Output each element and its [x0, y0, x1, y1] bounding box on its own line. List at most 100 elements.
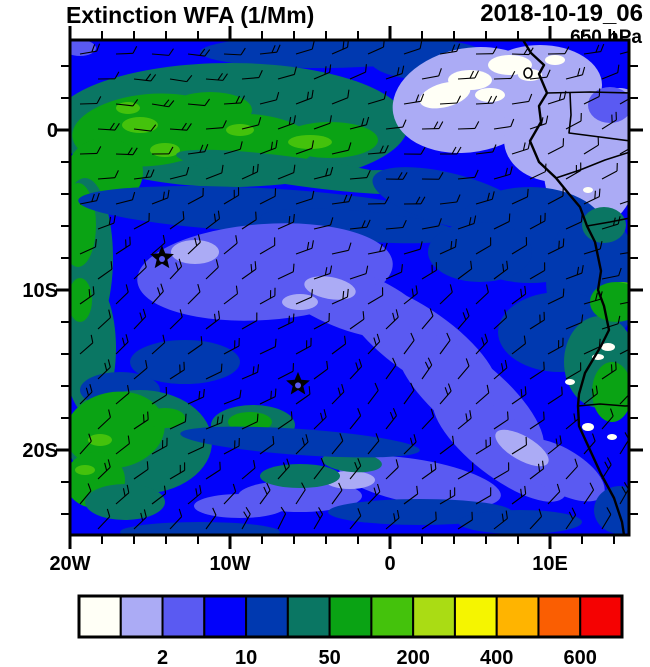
barb-tick — [142, 414, 145, 423]
barb-staff — [223, 194, 239, 205]
barb-tick — [168, 146, 174, 155]
wind-barb — [295, 289, 313, 305]
barb-staff — [241, 421, 258, 430]
barb-staff — [349, 318, 365, 330]
barb-staff — [529, 468, 544, 480]
barb-tick — [126, 484, 130, 493]
barb-tick — [235, 285, 239, 294]
colorbar-box — [286, 595, 331, 638]
barb-tick — [456, 146, 462, 155]
wind-barb — [633, 360, 650, 379]
colorbar-box — [328, 595, 373, 638]
barb-tick — [646, 66, 650, 74]
wind-barb — [403, 40, 423, 55]
wind-barb — [385, 357, 397, 380]
barb-tick — [329, 64, 332, 73]
barb-staff — [511, 444, 527, 455]
barb-staff — [475, 198, 493, 205]
barb-tick — [429, 308, 434, 317]
barb-staff — [547, 491, 561, 505]
contour-blob — [594, 486, 629, 534]
barb-staff — [403, 48, 421, 55]
barb-staff — [385, 316, 399, 330]
barb-staff — [457, 417, 472, 430]
barb-staff — [331, 440, 344, 455]
country-border-path — [577, 403, 629, 407]
barb-staff — [115, 103, 133, 107]
barb-staff — [277, 513, 287, 530]
barb-tick — [355, 362, 359, 371]
barb-tick — [638, 412, 646, 419]
barb-staff — [475, 151, 493, 155]
barb-tick — [348, 242, 352, 251]
barb-staff — [133, 316, 147, 330]
wind-barb — [601, 267, 622, 280]
barb-tick — [162, 234, 166, 243]
barb-staff — [259, 489, 271, 505]
barb-staff — [457, 519, 473, 530]
barb-tick — [427, 357, 433, 366]
barb-staff — [638, 277, 650, 279]
barb-staff — [169, 174, 187, 180]
wind-barb — [331, 288, 349, 305]
barb-staff — [601, 514, 612, 530]
wind-barb — [169, 166, 190, 180]
barb-tick — [357, 408, 362, 416]
wind-barb — [529, 460, 545, 480]
wind-barb — [475, 384, 490, 405]
wind-barb — [223, 187, 240, 205]
barb-staff — [475, 291, 489, 305]
wind-barb — [277, 66, 297, 80]
barb-staff — [151, 445, 168, 455]
barb-staff — [259, 195, 276, 205]
barb-tick — [150, 74, 157, 82]
barb-tick — [127, 385, 130, 394]
barb-tick — [447, 383, 452, 392]
wind-barb — [205, 164, 224, 180]
wind-barb — [529, 163, 547, 180]
barb-tick — [558, 92, 562, 101]
wind-barb — [295, 482, 306, 505]
barb-staff — [79, 293, 95, 305]
barb-tick — [156, 287, 161, 296]
barb-tick — [108, 409, 111, 418]
barb-tick — [195, 488, 198, 497]
wind-barb — [601, 457, 612, 480]
wind-barb — [151, 386, 168, 405]
contour-blob — [75, 465, 95, 475]
barb-tick — [504, 359, 508, 368]
barb-tick — [358, 358, 363, 367]
wind-barb — [439, 43, 461, 55]
wind-barb — [151, 283, 164, 305]
barb-tick — [564, 46, 570, 54]
barb-staff — [457, 365, 470, 380]
wind-barb — [635, 113, 650, 129]
barb-tick — [89, 384, 93, 393]
wind-barb — [187, 438, 205, 455]
wind-barb — [259, 388, 277, 405]
barb-tick — [90, 334, 94, 343]
barb-staff — [151, 242, 166, 255]
wind-barb — [241, 364, 260, 380]
barb-tick — [573, 413, 576, 422]
barb-tick — [581, 265, 584, 274]
contour-blob — [70, 278, 92, 322]
barb-staff — [511, 148, 529, 155]
barb-staff — [169, 369, 185, 380]
barb-staff — [313, 465, 325, 480]
contour-blob — [582, 207, 626, 243]
barb-tick — [305, 340, 308, 349]
barb-staff — [241, 77, 259, 80]
wind-barb — [421, 461, 437, 480]
barb-tick — [640, 457, 648, 464]
wind-barb — [331, 242, 352, 255]
contour-blob — [304, 276, 356, 300]
wind-barb — [493, 359, 508, 380]
barb-staff — [115, 199, 133, 205]
wind-barb — [385, 509, 400, 530]
wind-barb — [439, 284, 453, 305]
barb-staff — [565, 369, 581, 380]
coastline-path — [521, 40, 626, 535]
y-axis-label: 20S — [22, 440, 58, 462]
barb-staff — [133, 367, 148, 380]
